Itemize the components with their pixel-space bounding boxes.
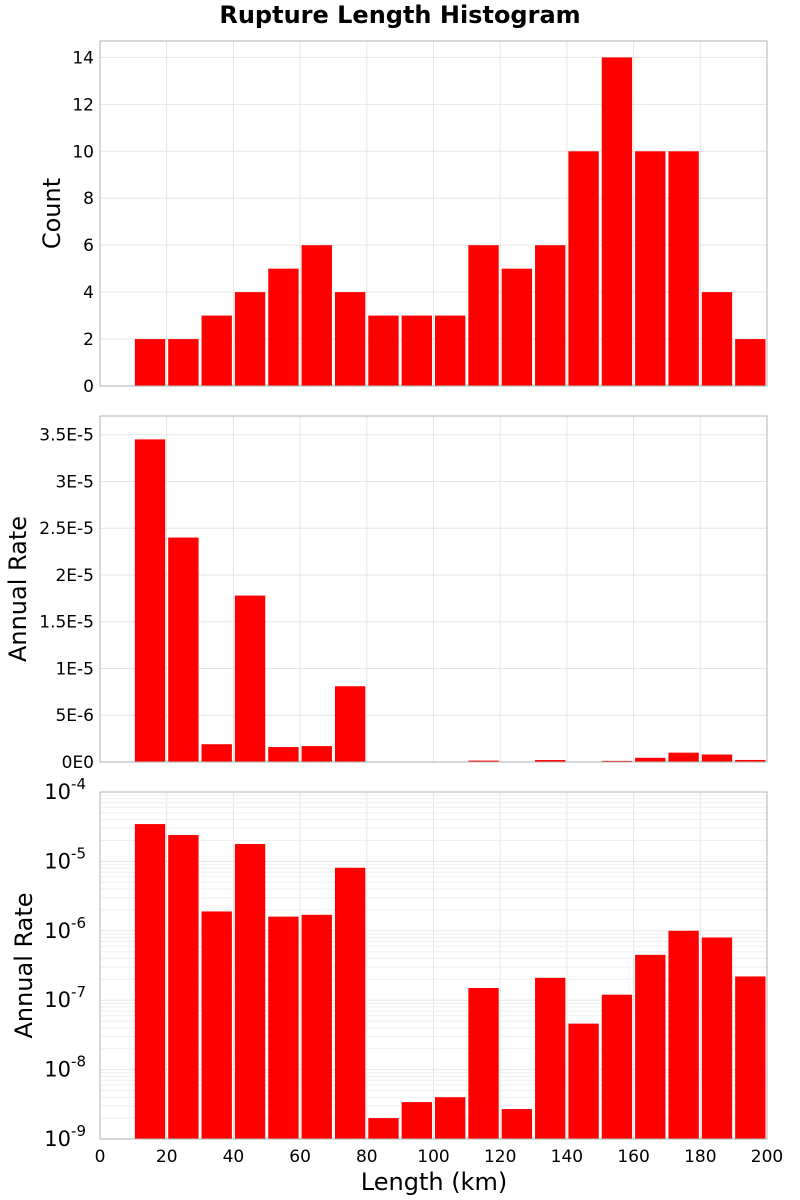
histogram-bar [134,439,166,762]
y-tick-label: 3.5E-5 [39,426,94,446]
histogram-bar [134,339,166,386]
panel-3-frame [99,791,768,1140]
x-tick-label: 40 [223,1147,245,1167]
histogram-bar [268,916,299,1139]
histogram-bar [668,752,699,762]
histogram-bar [334,686,366,762]
histogram-bar [435,315,466,386]
x-tick-label: 80 [356,1147,378,1167]
y-tick-label: 10-4 [44,775,86,804]
x-tick-label: 20 [156,1147,178,1167]
panel-3: 10-9 10-8 10-7 10-6 10-5 10-4 Annual Rate 0 20 40… [10,775,783,1167]
y-tick-label: 5E-6 [55,706,94,726]
histogram-bar [234,844,266,1139]
histogram-bar [468,987,499,1139]
histogram-bar [535,760,566,762]
histogram-bar [501,1109,533,1139]
histogram-bar [601,57,633,387]
panel-1-frame [99,40,768,387]
histogram-bar [668,151,699,386]
panel-1: 0 2 4 6 8 10 12 14 Count [38,40,768,397]
histogram-bar [201,315,232,386]
chart-title: Rupture Length Histogram [219,1,580,29]
histogram-bar [635,954,666,1139]
histogram-bar [468,760,499,762]
histogram-bar [168,339,199,386]
y-tick-label: 3E-5 [55,472,94,492]
y-axis-label: Annual Rate [4,516,32,662]
histogram-bar [134,824,166,1139]
y-axis-label: Count [38,178,66,249]
histogram-bar [735,339,766,386]
histogram-bar [435,1097,466,1139]
y-tick-label: 2E-5 [55,566,94,586]
histogram-bar [168,537,199,762]
histogram-bar [201,911,232,1139]
histogram-bar [234,292,266,386]
histogram-bar [401,1102,432,1139]
y-tick-label: 10-9 [44,1122,86,1151]
histogram-bar [701,292,733,386]
y-tick-label: 10 [72,142,94,162]
histogram-bar [601,760,633,762]
histogram-bar [568,151,599,386]
x-tick-label: 100 [417,1147,449,1167]
histogram-bar [301,245,332,386]
histogram-bar [268,747,299,762]
histogram-bar [735,759,766,762]
y-tick-label: 2.5E-5 [39,519,94,539]
histogram-bar [735,976,766,1139]
x-axis-label: Length (km) [361,1168,507,1196]
x-tick-label: 160 [617,1147,649,1167]
y-tick-label: 10-6 [44,914,86,943]
histogram-bar [234,595,266,762]
x-tick-label: 120 [484,1147,516,1167]
histogram-bar [635,151,666,386]
panel-2: 0E0 5E-6 1E-5 1.5E-5 2E-5 2.5E-5 3E-5 3.5E-5 Ann… [4,415,768,773]
histogram-bar [701,937,733,1139]
histogram-bar [301,746,332,762]
histogram-bar [601,994,633,1139]
histogram-bar [334,292,366,386]
histogram-bar [368,1118,399,1139]
y-axis-label: Annual Rate [10,892,38,1038]
y-tick-label: 8 [83,189,94,209]
histogram-bar [501,268,533,386]
y-tick-label: 6 [83,236,94,256]
histogram-bar [701,754,733,762]
y-tick-label: 2 [83,330,94,350]
y-tick-label: 1.5E-5 [39,613,94,633]
histogram-bar [268,268,299,386]
y-tick-label: 10-7 [44,983,86,1012]
y-tick-label: 4 [83,283,94,303]
histogram-bar [535,245,566,386]
x-tick-label: 140 [551,1147,583,1167]
y-tick-label: 1E-5 [55,659,94,679]
y-tick-label: 10-5 [44,844,86,873]
y-tick-label: 0 [83,377,94,397]
histogram-bar [668,930,699,1139]
histogram-bar [468,245,499,386]
histogram-bar [201,744,232,762]
histogram-bar [368,315,399,386]
chart-panels: 0 2 4 6 8 10 12 14 Count 0E0 5E-6 1E-5 1.5E-5 2E-5 2.5… [4,40,783,1167]
x-tick-label: 60 [289,1147,311,1167]
histogram-bar [301,914,332,1139]
y-tick-label: 12 [72,95,94,115]
panel-2-frame [99,415,768,763]
x-tick-label: 180 [684,1147,716,1167]
histogram-bar [168,835,199,1139]
y-tick-label: 14 [72,48,94,68]
histogram-bar [535,977,566,1139]
histogram-bar [635,757,666,762]
y-tick-label: 0E0 [62,753,94,773]
y-tick-label: 10-8 [44,1053,86,1082]
x-tick-label: 0 [95,1147,106,1167]
histogram-bar [568,1023,599,1139]
histogram-bar [334,867,366,1139]
x-tick-label: 200 [751,1147,783,1167]
histogram-bar [401,315,432,386]
